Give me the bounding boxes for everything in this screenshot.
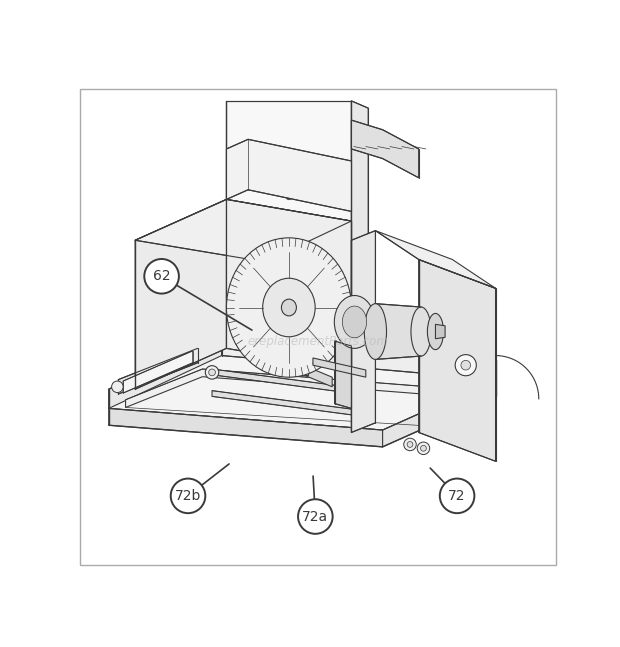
Circle shape [209,369,215,376]
Ellipse shape [281,299,296,316]
Ellipse shape [411,307,431,356]
Polygon shape [108,408,383,447]
Polygon shape [335,341,352,408]
Polygon shape [135,199,352,262]
Circle shape [420,445,427,451]
Polygon shape [222,336,495,380]
Polygon shape [352,101,368,334]
Circle shape [144,259,179,294]
Circle shape [440,479,474,513]
Polygon shape [418,259,495,461]
Circle shape [455,355,476,376]
Polygon shape [376,303,421,360]
Polygon shape [313,358,366,377]
Ellipse shape [263,278,315,337]
Polygon shape [226,101,352,327]
Circle shape [205,366,219,379]
Polygon shape [376,230,495,289]
Circle shape [298,499,333,534]
Circle shape [404,438,416,451]
Polygon shape [352,120,418,178]
Polygon shape [226,199,352,370]
Text: 62: 62 [153,269,171,283]
Polygon shape [303,365,332,387]
FancyBboxPatch shape [80,89,556,565]
Circle shape [461,360,471,370]
Ellipse shape [427,313,443,349]
Polygon shape [212,391,376,418]
Polygon shape [108,336,495,430]
Polygon shape [226,317,368,334]
Polygon shape [435,324,445,339]
Text: 72b: 72b [175,489,202,503]
Circle shape [286,180,292,186]
Ellipse shape [334,296,374,348]
Ellipse shape [365,303,386,360]
Circle shape [286,194,292,200]
Ellipse shape [342,306,366,338]
Circle shape [407,441,413,447]
Polygon shape [108,336,222,408]
Polygon shape [135,199,226,389]
Circle shape [417,442,430,455]
Polygon shape [226,139,352,212]
Text: 72a: 72a [303,510,329,523]
Polygon shape [118,348,198,394]
Polygon shape [303,365,308,375]
Text: ereplacementParts.com: ereplacementParts.com [247,334,388,347]
Text: 72: 72 [448,489,466,503]
Circle shape [170,479,205,513]
Polygon shape [212,369,376,397]
Polygon shape [125,369,471,408]
Polygon shape [123,351,193,393]
Polygon shape [352,230,376,432]
Circle shape [112,381,123,393]
Polygon shape [383,380,495,447]
Circle shape [286,165,292,171]
Ellipse shape [226,238,352,377]
